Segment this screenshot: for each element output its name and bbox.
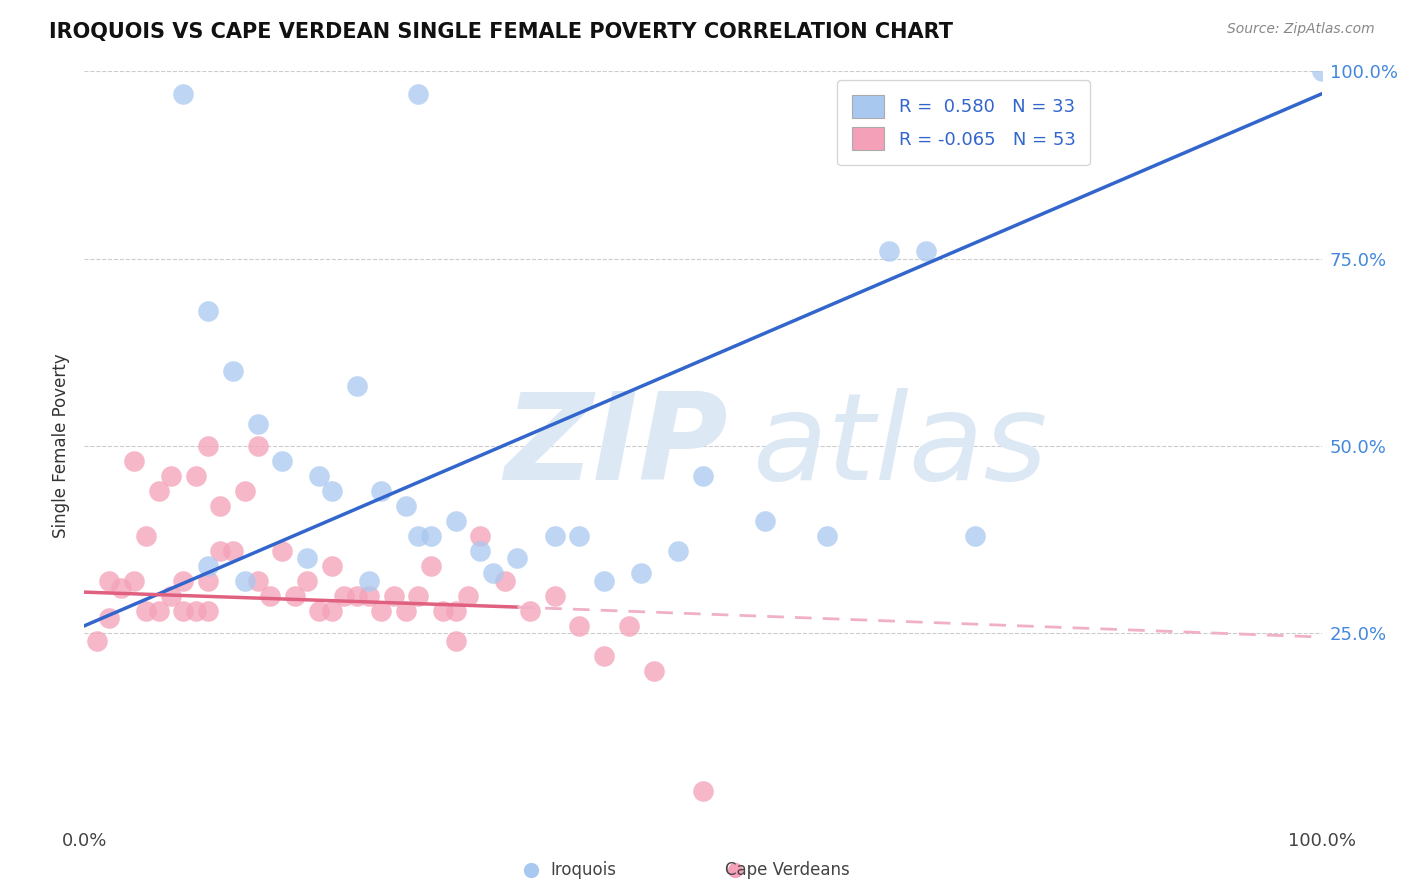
Point bbox=[197, 558, 219, 573]
Point bbox=[259, 589, 281, 603]
Point bbox=[419, 529, 441, 543]
Text: ZIP: ZIP bbox=[503, 387, 728, 505]
Point bbox=[914, 244, 936, 259]
Point bbox=[246, 574, 269, 588]
Point bbox=[184, 469, 207, 483]
Text: Cape Verdeans: Cape Verdeans bbox=[725, 861, 849, 879]
Point bbox=[815, 529, 838, 543]
Point bbox=[519, 604, 541, 618]
Point bbox=[209, 544, 232, 558]
Point bbox=[444, 514, 467, 528]
Point bbox=[419, 558, 441, 573]
Point bbox=[197, 574, 219, 588]
Point bbox=[357, 589, 380, 603]
Point bbox=[321, 558, 343, 573]
Point bbox=[333, 589, 356, 603]
Point bbox=[357, 574, 380, 588]
Point bbox=[692, 469, 714, 483]
Point bbox=[172, 574, 194, 588]
Point bbox=[246, 417, 269, 431]
Point bbox=[222, 544, 245, 558]
Point bbox=[1310, 64, 1333, 78]
Point bbox=[122, 574, 145, 588]
Point bbox=[148, 483, 170, 498]
Point bbox=[481, 566, 503, 581]
Legend: R =  0.580   N = 33, R = -0.065   N = 53: R = 0.580 N = 33, R = -0.065 N = 53 bbox=[837, 80, 1090, 165]
Text: atlas: atlas bbox=[752, 387, 1047, 505]
Point bbox=[308, 469, 330, 483]
Point bbox=[568, 619, 591, 633]
Point bbox=[408, 87, 430, 101]
Point bbox=[209, 499, 232, 513]
Point bbox=[593, 574, 616, 588]
Point bbox=[148, 604, 170, 618]
Point bbox=[444, 604, 467, 618]
Point bbox=[160, 469, 183, 483]
Point bbox=[271, 454, 294, 468]
Point bbox=[321, 483, 343, 498]
Point bbox=[568, 529, 591, 543]
Point bbox=[172, 604, 194, 618]
Point bbox=[395, 499, 418, 513]
Point bbox=[543, 529, 565, 543]
Y-axis label: Single Female Poverty: Single Female Poverty bbox=[52, 354, 70, 538]
Point bbox=[346, 379, 368, 393]
Point bbox=[346, 589, 368, 603]
Point bbox=[233, 483, 256, 498]
Point bbox=[630, 566, 652, 581]
Point bbox=[184, 604, 207, 618]
Point bbox=[370, 604, 392, 618]
Point bbox=[754, 514, 776, 528]
Point bbox=[593, 648, 616, 663]
Point bbox=[432, 604, 454, 618]
Point bbox=[98, 611, 121, 625]
Point bbox=[135, 529, 157, 543]
Text: Source: ZipAtlas.com: Source: ZipAtlas.com bbox=[1227, 22, 1375, 37]
Point bbox=[692, 783, 714, 797]
Point bbox=[110, 582, 132, 596]
Point bbox=[321, 604, 343, 618]
Point bbox=[965, 529, 987, 543]
Point bbox=[197, 304, 219, 318]
Point bbox=[470, 529, 492, 543]
Point bbox=[444, 633, 467, 648]
Point bbox=[457, 589, 479, 603]
Point bbox=[877, 244, 900, 259]
Point bbox=[382, 589, 405, 603]
Point bbox=[506, 551, 529, 566]
Point bbox=[222, 364, 245, 378]
Point bbox=[470, 544, 492, 558]
Point bbox=[666, 544, 689, 558]
Point bbox=[408, 529, 430, 543]
Point bbox=[308, 604, 330, 618]
Point bbox=[370, 483, 392, 498]
Point bbox=[395, 604, 418, 618]
Point bbox=[543, 589, 565, 603]
Point bbox=[246, 439, 269, 453]
Point bbox=[617, 619, 640, 633]
Point bbox=[295, 551, 318, 566]
Point bbox=[494, 574, 516, 588]
Point bbox=[408, 589, 430, 603]
Point bbox=[295, 574, 318, 588]
Point bbox=[284, 589, 307, 603]
Point bbox=[233, 574, 256, 588]
Point bbox=[197, 439, 219, 453]
Point bbox=[271, 544, 294, 558]
Point bbox=[160, 589, 183, 603]
Point bbox=[643, 664, 665, 678]
Text: IROQUOIS VS CAPE VERDEAN SINGLE FEMALE POVERTY CORRELATION CHART: IROQUOIS VS CAPE VERDEAN SINGLE FEMALE P… bbox=[49, 22, 953, 42]
Point bbox=[86, 633, 108, 648]
Point bbox=[122, 454, 145, 468]
Point bbox=[98, 574, 121, 588]
Point bbox=[135, 604, 157, 618]
Point bbox=[172, 87, 194, 101]
Text: Iroquois: Iroquois bbox=[551, 861, 616, 879]
Point bbox=[197, 604, 219, 618]
